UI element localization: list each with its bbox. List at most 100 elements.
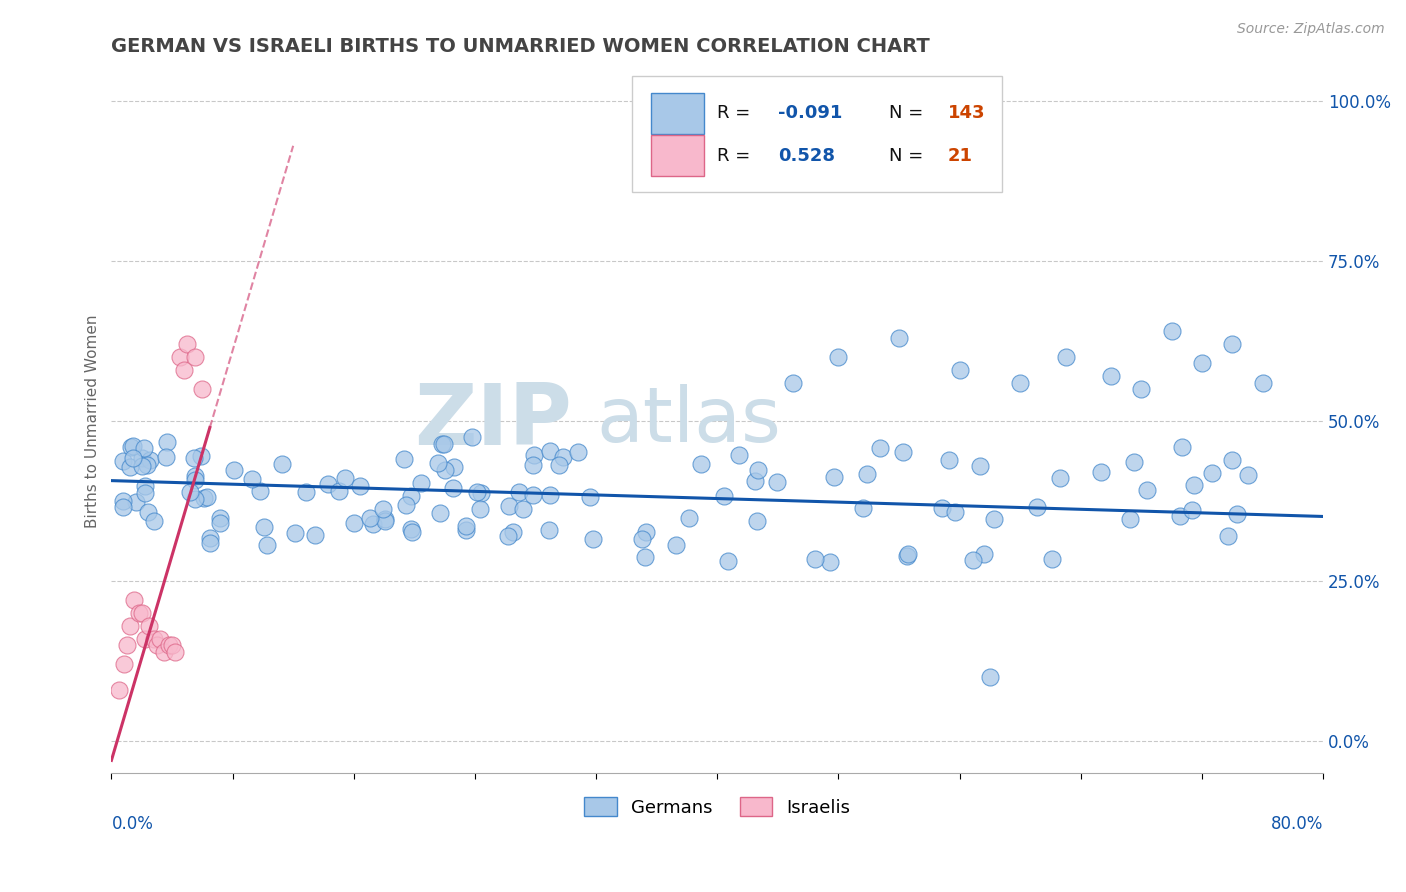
Point: [392, 452, 415, 467]
Text: 143: 143: [948, 104, 986, 122]
Point: [979, 670, 1001, 684]
Point: [111, 500, 134, 514]
Point: [373, 501, 395, 516]
Point: [897, 547, 920, 561]
Point: [316, 476, 339, 491]
Point: [128, 606, 150, 620]
Point: [249, 484, 271, 499]
Point: [827, 350, 849, 364]
Point: [131, 450, 153, 465]
Point: [395, 498, 418, 512]
Point: [547, 458, 569, 473]
Point: [183, 350, 205, 364]
Point: [112, 493, 135, 508]
Point: [717, 554, 740, 568]
Point: [359, 511, 381, 525]
Point: [962, 553, 984, 567]
Point: [121, 450, 143, 465]
Point: [973, 548, 995, 562]
Text: ZIP: ZIP: [415, 380, 572, 463]
Point: [191, 382, 214, 396]
Point: [523, 448, 546, 462]
Text: R =: R =: [717, 104, 756, 122]
Point: [443, 460, 465, 475]
Text: Source: ZipAtlas.com: Source: ZipAtlas.com: [1237, 22, 1385, 37]
Point: [138, 619, 160, 633]
FancyBboxPatch shape: [633, 76, 1002, 192]
Point: [146, 638, 169, 652]
Point: [508, 485, 530, 500]
Point: [1136, 483, 1159, 497]
Point: [253, 520, 276, 534]
Point: [193, 491, 215, 505]
FancyBboxPatch shape: [651, 135, 704, 177]
Point: [349, 479, 371, 493]
Point: [198, 535, 221, 549]
Point: [131, 606, 153, 620]
FancyBboxPatch shape: [651, 93, 704, 134]
Point: [823, 470, 845, 484]
Point: [426, 457, 449, 471]
Point: [142, 514, 165, 528]
Point: [1118, 512, 1140, 526]
Point: [157, 638, 180, 652]
Point: [512, 501, 534, 516]
Point: [136, 505, 159, 519]
Point: [538, 444, 561, 458]
Text: atlas: atlas: [596, 384, 780, 458]
Point: [1201, 466, 1223, 480]
Point: [200, 531, 222, 545]
Point: [727, 448, 749, 462]
Point: [1171, 440, 1194, 454]
Legend: Germans, Israelis: Germans, Israelis: [576, 790, 858, 824]
Text: GERMAN VS ISRAELI BIRTHS TO UNMARRIED WOMEN CORRELATION CHART: GERMAN VS ISRAELI BIRTHS TO UNMARRIED WO…: [111, 37, 931, 56]
Point: [803, 552, 825, 566]
Point: [891, 444, 914, 458]
Point: [665, 538, 688, 552]
Point: [115, 638, 138, 652]
Point: [1040, 552, 1063, 566]
Point: [401, 524, 423, 539]
Point: [931, 500, 953, 515]
Point: [949, 363, 972, 377]
Point: [470, 485, 492, 500]
Point: [582, 532, 605, 546]
Point: [456, 518, 478, 533]
Point: [111, 453, 134, 467]
Point: [190, 449, 212, 463]
Point: [1010, 376, 1032, 390]
Point: [335, 470, 357, 484]
Point: [169, 350, 191, 364]
Point: [1191, 356, 1213, 370]
Point: [498, 499, 520, 513]
Point: [744, 474, 766, 488]
Point: [184, 491, 207, 506]
Point: [122, 593, 145, 607]
Point: [112, 657, 135, 672]
Point: [432, 437, 454, 451]
Point: [131, 459, 153, 474]
Point: [176, 337, 198, 351]
Point: [224, 463, 246, 477]
Text: 0.528: 0.528: [778, 146, 835, 165]
Point: [179, 484, 201, 499]
Point: [678, 511, 700, 525]
Point: [869, 441, 891, 455]
Point: [969, 458, 991, 473]
Point: [184, 469, 207, 483]
Point: [538, 488, 561, 502]
Point: [134, 632, 156, 646]
Point: [304, 527, 326, 541]
Point: [343, 516, 366, 530]
Point: [125, 495, 148, 509]
Point: [943, 505, 966, 519]
Point: [434, 463, 457, 477]
Point: [209, 511, 232, 525]
Point: [183, 473, 205, 487]
Point: [108, 683, 131, 698]
Point: [1049, 471, 1071, 485]
Point: [1090, 465, 1112, 479]
Point: [134, 478, 156, 492]
Point: [567, 445, 589, 459]
Point: [522, 458, 544, 472]
